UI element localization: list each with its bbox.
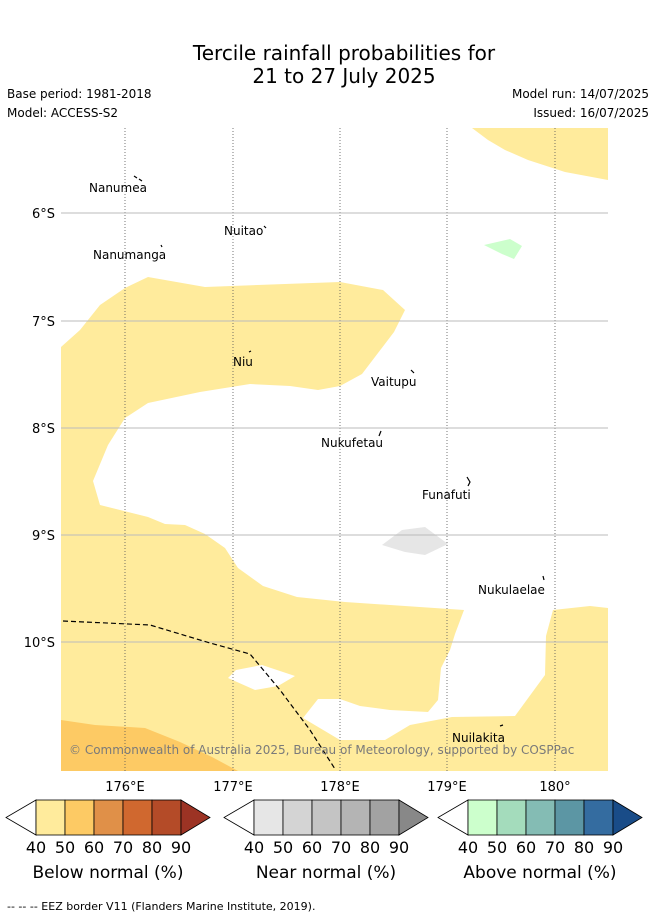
- below-normal-50-region-main: [61, 277, 608, 771]
- lat-tick-10s: 10°S: [24, 636, 55, 651]
- eez-footnote: -- -- -- EEZ border V11 (Flanders Marine…: [7, 900, 316, 913]
- above-normal-colorbar-bin: [525, 799, 556, 836]
- eez-border-line: [62, 620, 336, 770]
- near-normal-label: Near normal (%): [255, 863, 397, 883]
- place-label-nanumea: Nanumea: [89, 181, 147, 195]
- chart-title-line-1: Tercile rainfall probabilities for: [192, 41, 496, 65]
- place-label-nuitao: Nuitao: [224, 224, 263, 238]
- above-normal-colorbar-tick-label: 70: [545, 838, 565, 857]
- below-normal-colorbar-bin: [35, 799, 66, 836]
- below-normal-colorbar-low-extend: [5, 799, 37, 836]
- copyright-text: © Commonwealth of Australia 2025, Bureau…: [69, 743, 574, 757]
- near-normal-colorbar-tick-label: 90: [389, 838, 409, 857]
- below-normal-colorbar-high-extend: [180, 799, 211, 836]
- place-label-vaitupu: Vaitupu: [371, 375, 417, 389]
- below-normal-colorbar-tick-label: 60: [84, 838, 104, 857]
- near-normal-colorbar-tick-label: 40: [244, 838, 264, 857]
- below-normal-colorbar-bin: [122, 799, 153, 836]
- below-normal-50-region-northeast: [472, 128, 608, 180]
- near-normal-50-region: [382, 527, 448, 555]
- lon-tick-178e: 178°E: [320, 780, 360, 795]
- below-normal-colorbar-tick-label: 40: [26, 838, 46, 857]
- above-normal-label: Above normal (%): [463, 863, 617, 883]
- place-label-nukufetau: Nukufetau: [321, 436, 383, 450]
- island-marks: [133, 175, 545, 727]
- lon-tick-180: 180°: [539, 780, 570, 795]
- near-normal-colorbar-high-extend: [398, 799, 429, 836]
- below-normal-colorbar-bin: [64, 799, 95, 836]
- lat-tick-6s: 6°S: [32, 207, 55, 222]
- place-label-nukulaelae: Nukulaelae: [478, 583, 545, 597]
- above-normal-colorbar-tick-label: 60: [516, 838, 536, 857]
- chart-title-line-2: 21 to 27 July 2025: [252, 64, 436, 88]
- place-label-nuilakita: Nuilakita: [452, 731, 505, 745]
- lat-tick-7s: 7°S: [32, 315, 55, 330]
- above-normal-50-region: [484, 239, 522, 259]
- lon-tick-176e: 176°E: [105, 780, 145, 795]
- below-normal-colorbar-bin: [151, 799, 182, 836]
- below-normal-colorbar-bin: [93, 799, 124, 836]
- above-normal-colorbar-high-extend: [612, 799, 643, 836]
- model-text: Model: ACCESS-S2: [7, 106, 119, 120]
- place-label-nanumanga: Nanumanga: [93, 248, 166, 262]
- gridlines: [61, 128, 608, 771]
- base-period-text: Base period: 1981-2018: [7, 87, 152, 101]
- below-normal-colorbar-tick-label: 70: [113, 838, 133, 857]
- below-normal-colorbar-tick-label: 90: [171, 838, 191, 857]
- above-normal-colorbar-bin: [467, 799, 498, 836]
- above-normal-colorbar-bin: [496, 799, 527, 836]
- near-normal-colorbar-tick-label: 70: [331, 838, 351, 857]
- below-normal-colorbar-tick-label: 80: [142, 838, 162, 857]
- near-normal-colorbar-bin: [311, 799, 342, 836]
- place-label-funafuti: Funafuti: [422, 488, 471, 502]
- above-normal-colorbar-low-extend: [437, 799, 469, 836]
- above-normal-colorbar-tick-label: 80: [574, 838, 594, 857]
- lat-tick-8s: 8°S: [32, 422, 55, 437]
- near-normal-colorbar-bin: [253, 799, 284, 836]
- near-normal-colorbar-tick-label: 50: [273, 838, 293, 857]
- below-normal-colorbar-tick-label: 50: [55, 838, 75, 857]
- above-normal-colorbar-bin: [554, 799, 585, 836]
- issued-text: Issued: 16/07/2025: [533, 106, 649, 120]
- near-normal-colorbar-bin: [340, 799, 371, 836]
- above-normal-colorbar-tick-label: 40: [458, 838, 478, 857]
- model-run-text: Model run: 14/07/2025: [511, 87, 649, 101]
- near-normal-colorbar-low-extend: [223, 799, 255, 836]
- near-normal-colorbar-bin: [369, 799, 400, 836]
- below-normal-60-region: [61, 720, 238, 771]
- above-normal-colorbar-bin: [583, 799, 614, 836]
- lat-tick-9s: 9°S: [32, 529, 55, 544]
- near-normal-colorbar-bin: [282, 799, 313, 836]
- colorbar-group: 40 50 60 70 80 90 40 50 60 70 80 90 40 50 60 70 80 90: [5, 799, 643, 857]
- place-label-niu: Niu: [233, 355, 253, 369]
- above-normal-colorbar-tick-label: 90: [603, 838, 623, 857]
- lon-tick-179e: 179°E: [427, 780, 467, 795]
- lon-tick-177e: 177°E: [213, 780, 253, 795]
- near-normal-colorbar-tick-label: 80: [360, 838, 380, 857]
- above-normal-colorbar-tick-label: 50: [487, 838, 507, 857]
- below-normal-label: Below normal (%): [32, 863, 184, 883]
- near-normal-colorbar-tick-label: 60: [302, 838, 322, 857]
